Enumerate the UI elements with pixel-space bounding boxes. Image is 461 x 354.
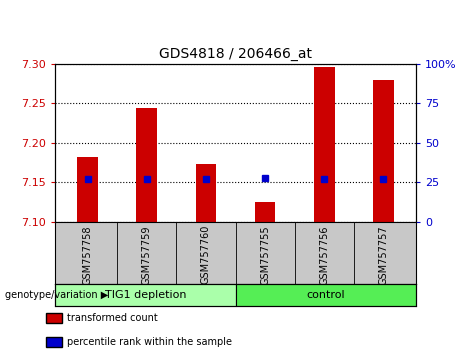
Text: genotype/variation ▶: genotype/variation ▶ — [5, 290, 108, 300]
Text: GSM757759: GSM757759 — [142, 225, 152, 285]
Bar — [136, 108, 157, 222]
Bar — [236, 284, 416, 306]
Text: transformed count: transformed count — [66, 313, 157, 323]
Text: control: control — [307, 290, 345, 300]
Text: percentile rank within the sample: percentile rank within the sample — [66, 337, 231, 347]
Text: GSM757755: GSM757755 — [260, 225, 270, 285]
Text: GSM757758: GSM757758 — [83, 225, 93, 285]
Text: GSM757756: GSM757756 — [319, 225, 329, 285]
Bar — [255, 202, 275, 222]
Text: GSM757760: GSM757760 — [201, 225, 211, 285]
Bar — [195, 164, 216, 222]
Title: GDS4818 / 206466_at: GDS4818 / 206466_at — [159, 47, 312, 61]
Bar — [314, 67, 335, 222]
Text: GSM757757: GSM757757 — [378, 225, 389, 285]
Text: TIG1 depletion: TIG1 depletion — [105, 290, 186, 300]
Bar — [373, 80, 394, 222]
Bar — [77, 157, 98, 222]
Bar — [55, 284, 236, 306]
